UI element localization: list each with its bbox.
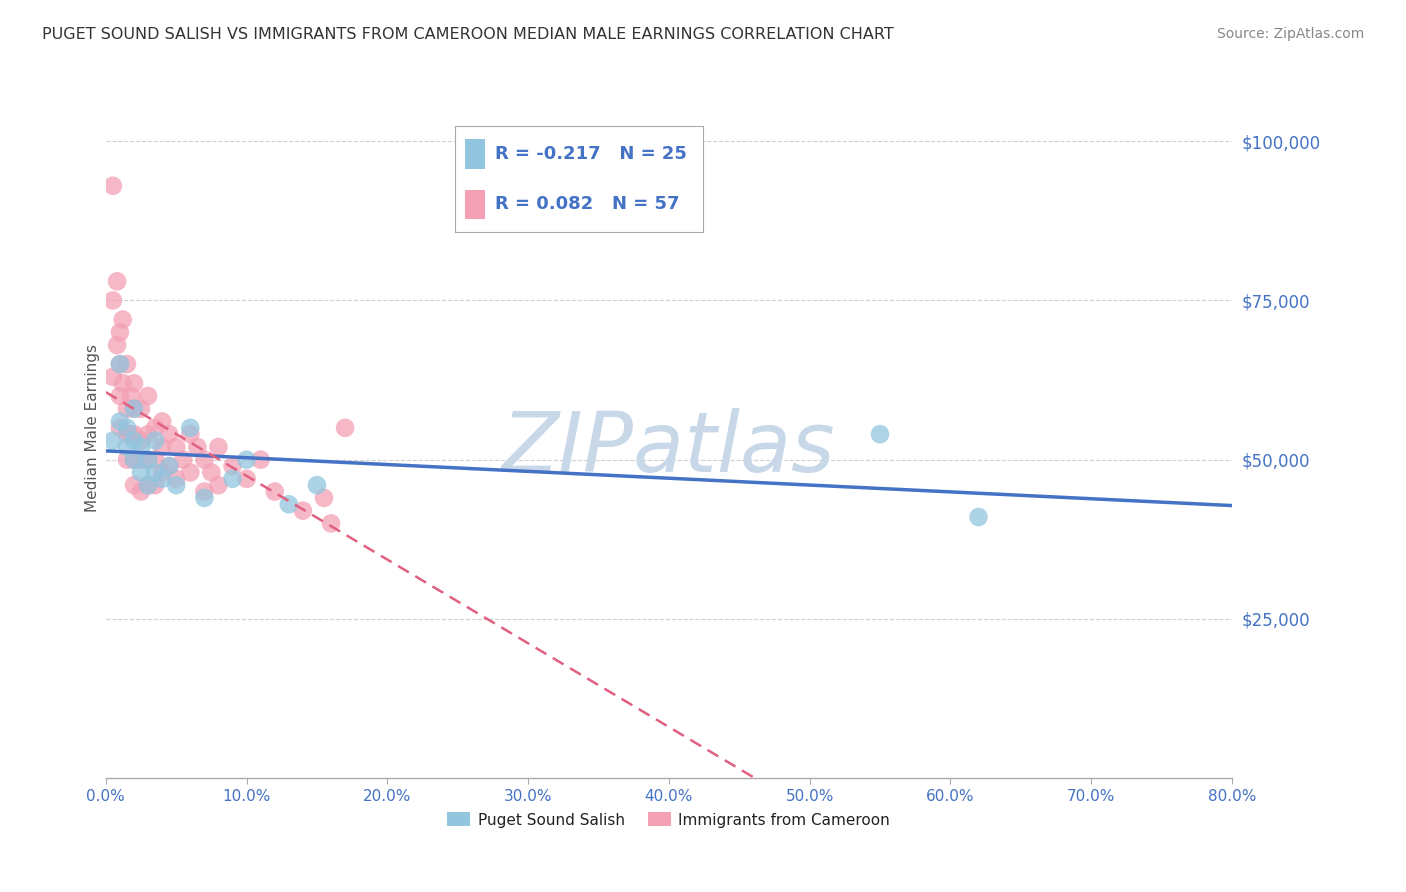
Point <box>111 376 134 391</box>
Point <box>115 357 138 371</box>
Text: PUGET SOUND SALISH VS IMMIGRANTS FROM CAMEROON MEDIAN MALE EARNINGS CORRELATION : PUGET SOUND SALISH VS IMMIGRANTS FROM CA… <box>42 27 894 42</box>
Point <box>108 421 131 435</box>
Point <box>111 312 134 326</box>
Point <box>179 466 201 480</box>
Point <box>179 421 201 435</box>
Point <box>101 293 124 308</box>
Point <box>277 497 299 511</box>
Point <box>108 357 131 371</box>
Point <box>207 478 229 492</box>
Point <box>122 401 145 416</box>
Point <box>108 326 131 340</box>
Point <box>101 369 124 384</box>
Point <box>105 338 128 352</box>
Point <box>105 274 128 288</box>
Point <box>165 440 187 454</box>
Point <box>143 421 166 435</box>
Point <box>157 427 180 442</box>
Point <box>122 427 145 442</box>
Point <box>869 427 891 442</box>
Point <box>221 458 243 473</box>
Point <box>312 491 335 505</box>
Point <box>129 452 152 467</box>
Point <box>143 466 166 480</box>
Point <box>122 401 145 416</box>
Point <box>143 478 166 492</box>
Point <box>115 401 138 416</box>
Point <box>136 452 159 467</box>
Point <box>221 472 243 486</box>
Point <box>122 452 145 467</box>
Point <box>319 516 342 531</box>
Point <box>120 427 142 442</box>
Point <box>129 466 152 480</box>
Point <box>122 478 145 492</box>
Point <box>115 421 138 435</box>
Point <box>179 427 201 442</box>
Point <box>129 440 152 454</box>
Point <box>136 389 159 403</box>
Point <box>150 466 173 480</box>
Point <box>122 452 145 467</box>
Point <box>115 427 138 442</box>
Text: ZIPatlas: ZIPatlas <box>502 409 835 490</box>
Point <box>157 458 180 473</box>
Point <box>108 414 131 428</box>
Point <box>122 376 145 391</box>
Point <box>115 452 138 467</box>
Point <box>291 503 314 517</box>
Point <box>333 421 356 435</box>
Point <box>165 478 187 492</box>
Point <box>136 478 159 492</box>
Point <box>122 434 145 448</box>
Point <box>150 414 173 428</box>
Point <box>108 389 131 403</box>
Point <box>150 440 173 454</box>
Point <box>143 434 166 448</box>
Point <box>249 452 271 467</box>
Point <box>263 484 285 499</box>
Point <box>193 484 215 499</box>
Point <box>129 484 152 499</box>
Y-axis label: Median Male Earnings: Median Male Earnings <box>86 343 100 512</box>
Point <box>101 434 124 448</box>
Point <box>115 440 138 454</box>
Point <box>172 452 194 467</box>
Point <box>207 440 229 454</box>
Point <box>193 491 215 505</box>
Point <box>136 478 159 492</box>
Point <box>235 472 257 486</box>
Point <box>120 389 142 403</box>
Point <box>136 452 159 467</box>
Point <box>165 472 187 486</box>
Point <box>136 427 159 442</box>
Text: Source: ZipAtlas.com: Source: ZipAtlas.com <box>1216 27 1364 41</box>
Point <box>235 452 257 467</box>
Point <box>129 434 152 448</box>
Point <box>101 178 124 193</box>
Point <box>108 357 131 371</box>
Point <box>305 478 328 492</box>
Point <box>143 452 166 467</box>
Point <box>186 440 208 454</box>
Legend: Puget Sound Salish, Immigrants from Cameroon: Puget Sound Salish, Immigrants from Came… <box>441 806 897 834</box>
Point <box>157 458 180 473</box>
Point <box>200 466 222 480</box>
Point <box>967 510 990 524</box>
Point <box>150 472 173 486</box>
Point <box>193 452 215 467</box>
Point <box>129 401 152 416</box>
